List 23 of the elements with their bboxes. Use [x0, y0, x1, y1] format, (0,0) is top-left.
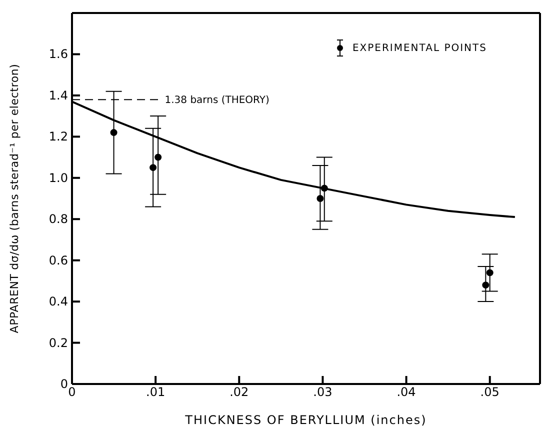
point [110, 129, 118, 136]
y-tick-label: 0.8 [48, 212, 68, 226]
point [486, 269, 494, 276]
x-tick-label: .05 [480, 385, 500, 399]
y-tick-label: 1.4 [48, 88, 68, 102]
legend-label: EXPERIMENTAL POINTS [352, 42, 487, 54]
ref-line-label: 1.38 barns (THEORY) [164, 95, 270, 106]
x-tick-label: .01 [146, 385, 166, 399]
x-tick-label: .04 [396, 385, 416, 399]
y-tick-label: 1.0 [48, 170, 68, 185]
y-tick-label: 0.2 [48, 336, 68, 350]
y-tick-label: 0.4 [48, 294, 68, 309]
point [482, 282, 490, 289]
x-tick-label: .02 [230, 385, 249, 399]
y-axis-title: APPARENT dσ/dω (barns sterad⁻¹ per electron) [8, 64, 21, 334]
y-tick-label: 1.2 [48, 130, 68, 144]
x-axis-title: THICKNESS OF BERYLLIUM (inches) [184, 413, 427, 427]
y-tick-label: 1.6 [48, 47, 68, 62]
x-tick-label: .03 [313, 385, 332, 399]
y-tick-label: 0.6 [48, 253, 68, 268]
point [150, 164, 157, 172]
point [154, 154, 162, 161]
point [316, 195, 324, 202]
